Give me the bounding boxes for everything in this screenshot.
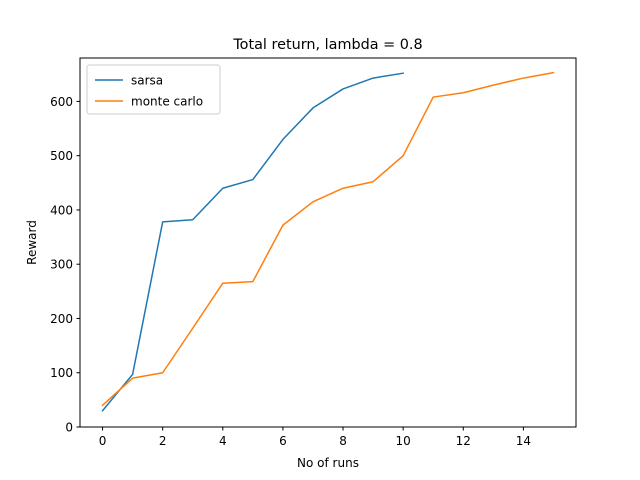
y-tick-label: 400 xyxy=(50,203,73,217)
legend: sarsa monte carlo xyxy=(86,64,221,115)
chart-title: Total return, lambda = 0.8 xyxy=(232,37,422,53)
x-tick-label: 14 xyxy=(516,434,531,448)
x-tick-label: 4 xyxy=(219,434,227,448)
legend-label: sarsa xyxy=(131,74,163,88)
x-tick-label: 2 xyxy=(159,434,167,448)
y-tick-label: 100 xyxy=(50,366,73,380)
x-axis: 0 2 4 6 8 10 12 14 xyxy=(99,427,531,448)
x-tick-label: 12 xyxy=(456,434,471,448)
y-tick-label: 200 xyxy=(50,312,73,326)
y-tick-label: 300 xyxy=(50,258,73,272)
y-tick-label: 500 xyxy=(50,149,73,163)
y-tick-label: 600 xyxy=(50,95,73,109)
x-tick-label: 8 xyxy=(339,434,347,448)
legend-label: monte carlo xyxy=(131,95,203,109)
axes-frame xyxy=(79,57,577,428)
x-tick-label: 10 xyxy=(396,434,411,448)
x-tick-label: 6 xyxy=(279,434,287,448)
y-axis-label: Reward xyxy=(25,220,39,265)
y-axis: 0 100 200 300 400 500 600 xyxy=(50,95,80,435)
series-layer xyxy=(101,71,555,412)
y-tick-label: 0 xyxy=(65,421,73,435)
series-line-monte-carlo xyxy=(101,71,555,407)
x-tick-label: 0 xyxy=(99,434,107,448)
x-axis-label: No of runs xyxy=(297,456,359,470)
series-line-sarsa xyxy=(101,72,405,412)
